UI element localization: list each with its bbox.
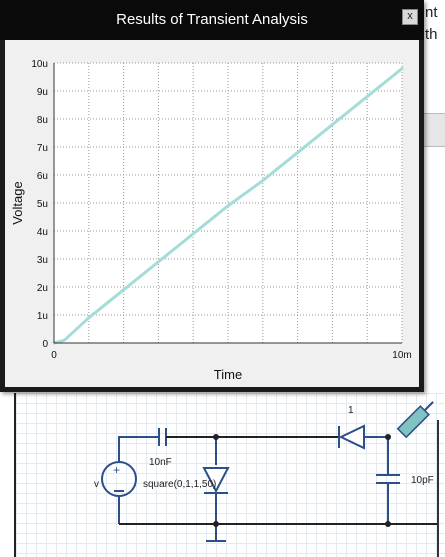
x-tick-label: 0: [51, 350, 57, 361]
diode-label: 1: [348, 405, 354, 416]
y-tick-label: 8u: [37, 115, 48, 126]
y-tick-label: 3u: [37, 255, 48, 266]
source-plus-sign: +: [113, 463, 120, 477]
y-tick-label: 7u: [37, 143, 48, 154]
y-tick-label: 2u: [37, 283, 48, 294]
y-axis-label: Voltage: [10, 181, 25, 224]
y-tick-label: 9u: [37, 87, 48, 98]
background-toolbar-strip: [422, 113, 445, 147]
cap2-label: 10pF: [411, 475, 434, 486]
voltage-probe-icon[interactable]: [396, 398, 438, 439]
y-tick-label: 1u: [37, 311, 48, 322]
transient-results-dialog: Results of Transient Analysis x 0 1u 2u 3u 4…: [0, 0, 424, 392]
dialog-content: 0 1u 2u 3u 4u 5u 6u 7u 8u 9u 10u 0 10m Time Voltage: [5, 40, 419, 387]
dialog-titlebar[interactable]: Results of Transient Analysis x: [0, 0, 424, 40]
schematic-drawing: +: [101, 398, 438, 542]
y-tick-label: 10u: [31, 59, 48, 70]
close-button[interactable]: x: [402, 9, 418, 25]
background-text-top: nt: [425, 4, 438, 21]
y-tick-label: 5u: [37, 199, 48, 210]
dialog-title: Results of Transient Analysis: [116, 11, 308, 28]
schematic-canvas[interactable]: + v square(0,1,1,50) 10nF 1 10pF: [14, 393, 445, 557]
source-name-label: v: [94, 479, 99, 490]
source-value-label: square(0,1,1,50): [143, 479, 217, 490]
voltage-series-line: [52, 67, 404, 345]
y-tick-label: 4u: [37, 227, 48, 238]
x-tick-label: 10m: [392, 350, 411, 361]
transient-chart: 0 1u 2u 3u 4u 5u 6u 7u 8u 9u 10u 0 10m Time Voltage: [10, 59, 412, 382]
background-text-bottom: th: [425, 26, 438, 43]
y-tick-label: 6u: [37, 171, 48, 182]
cap1-label: 10nF: [149, 457, 172, 468]
background-divider: [437, 420, 439, 557]
x-axis-label: Time: [214, 367, 242, 382]
y-tick-label: 0: [42, 339, 48, 350]
